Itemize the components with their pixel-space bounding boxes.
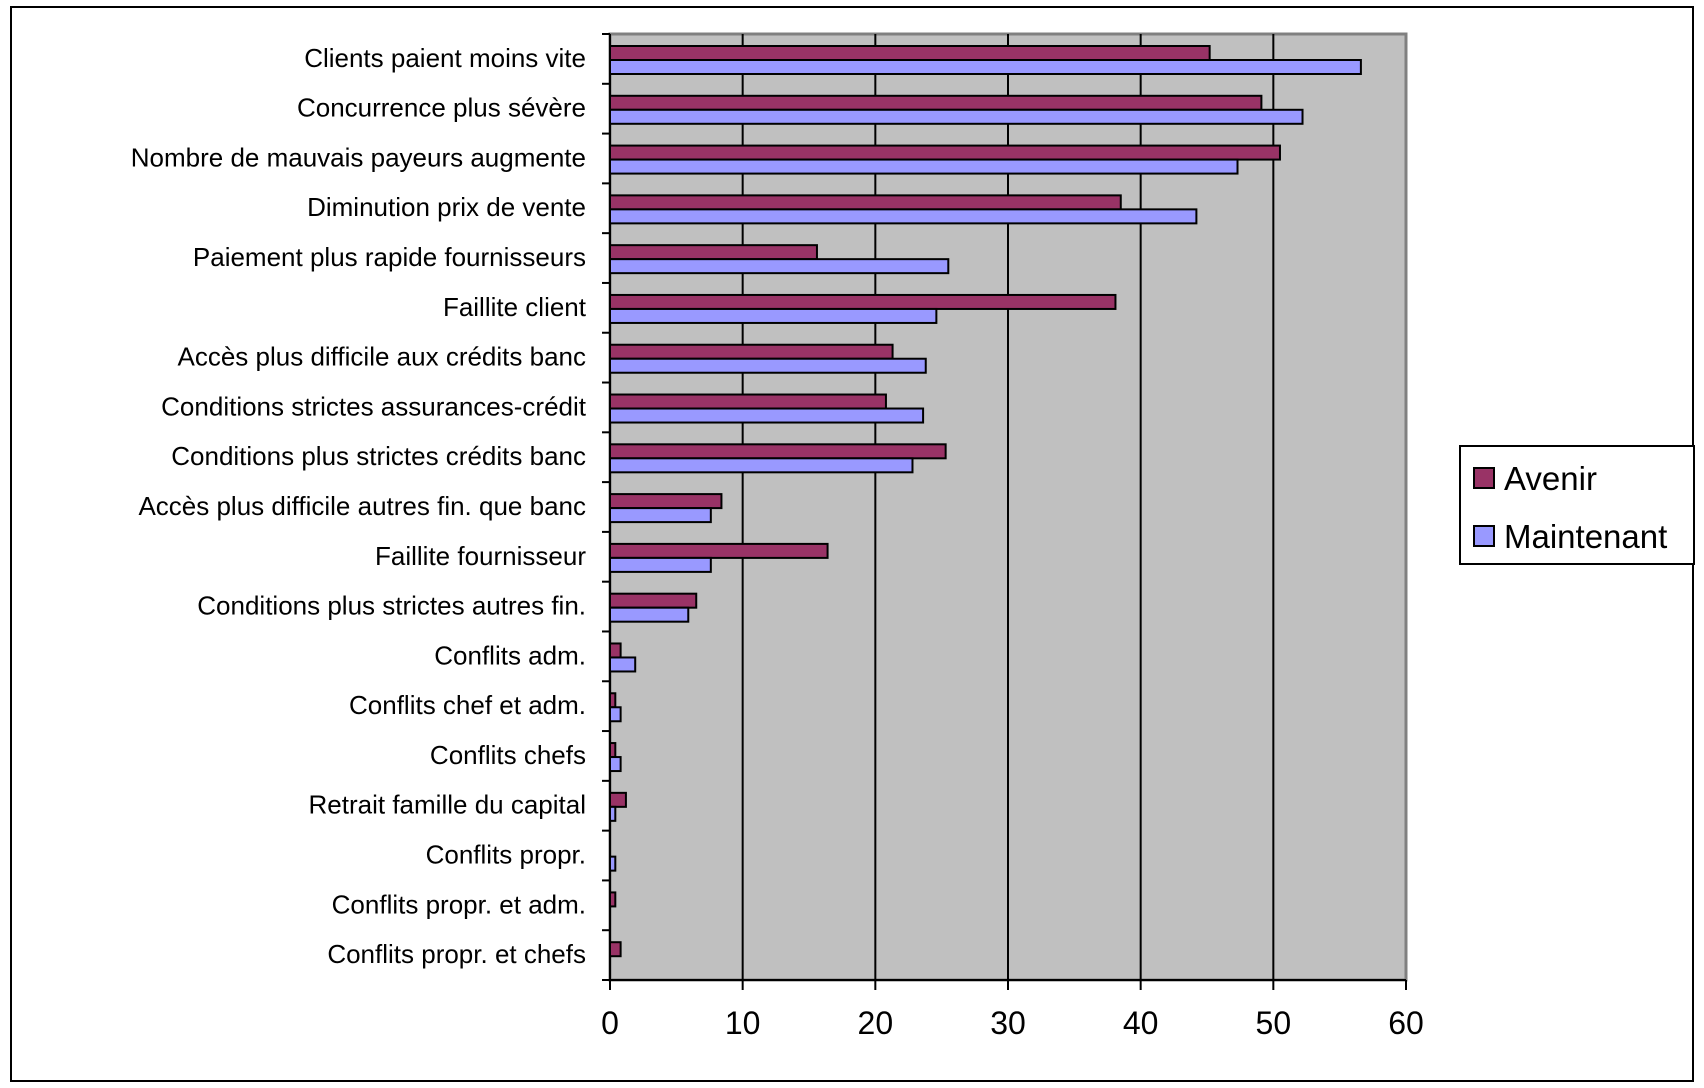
category-label: Concurrence plus sévère [297,93,586,123]
bars [609,45,1362,958]
bar-maintenant-0 [609,59,1362,75]
axes [602,33,1407,990]
category-label: Clients paient moins vite [304,43,586,73]
category-label: Retrait famille du capital [309,790,586,820]
bar-avenir-8 [609,443,947,460]
category-label: Conflits chef et adm. [349,690,586,720]
bar-maintenant-14 [609,756,622,773]
bar-avenir-15 [609,791,627,808]
category-labels: Clients paient moins vite Concurrence plu… [131,43,587,969]
bar-maintenant-1 [609,108,1304,125]
category-label: Conditions plus strictes autres fin. [197,591,586,621]
bar-maintenant-2 [609,158,1239,175]
category-label: Conflits adm. [434,640,586,670]
bar-maintenant-9 [609,507,712,524]
bar-maintenant-6 [609,357,927,374]
legend: Avenir Maintenant [1459,445,1695,565]
legend-swatch-maintenant [1473,525,1495,547]
category-label: Conditions plus strictes crédits banc [171,441,586,471]
category-label: Faillite fournisseur [375,541,586,571]
bar-avenir-7 [609,393,887,410]
bar-avenir-18 [609,941,622,958]
bar-avenir-0 [609,45,1211,61]
legend-label-maintenant: Maintenant [1504,518,1667,555]
bar-avenir-9 [609,493,723,510]
bar-avenir-6 [609,343,894,360]
x-tick-label: 20 [858,1005,894,1041]
category-label: Conflits propr. et adm. [332,889,586,919]
category-label: Accès plus difficile autres fin. que ban… [138,491,586,521]
bar-avenir-10 [609,542,829,559]
legend-box [1459,445,1695,565]
bar-avenir-2 [609,144,1281,161]
x-tick-label: 10 [725,1005,761,1041]
bar-avenir-11 [609,592,698,609]
grid-lines [741,34,1275,980]
category-label: Conflits propr. [426,840,586,870]
legend-label-avenir: Avenir [1504,460,1597,497]
category-label: Conflits propr. et chefs [327,939,586,969]
bar-avenir-5 [609,293,1117,310]
bar-maintenant-4 [609,258,950,275]
bar-maintenant-3 [609,208,1198,225]
category-label: Accès plus difficile aux crédits banc [178,342,587,372]
category-label: Conditions strictes assurances-crédit [161,391,587,421]
bar-maintenant-12 [609,656,637,673]
x-tick-label: 50 [1256,1005,1292,1041]
x-tick-label: 60 [1388,1005,1424,1041]
x-tick-label: 30 [990,1005,1026,1041]
bar-avenir-3 [609,194,1122,211]
x-tick-label: 40 [1123,1005,1159,1041]
category-label: Conflits chefs [430,740,586,770]
bar-maintenant-10 [609,556,712,573]
x-tick-labels: 0 10 20 30 40 50 60 [601,1005,1424,1041]
bar-avenir-1 [609,94,1263,111]
category-label: Diminution prix de vente [307,192,586,222]
x-tick-label: 0 [601,1005,619,1041]
bar-maintenant-11 [609,606,690,623]
legend-swatch-avenir [1473,467,1495,489]
bar-maintenant-8 [609,457,914,474]
category-label: Nombre de mauvais payeurs augmente [131,142,586,172]
bar-avenir-4 [609,244,818,261]
bar-maintenant-5 [609,307,938,324]
bar-maintenant-13 [609,706,622,723]
category-label: Paiement plus rapide fournisseurs [193,242,586,272]
bar-maintenant-7 [609,407,925,424]
bar-avenir-12 [609,642,622,659]
category-label: Faillite client [443,292,587,322]
